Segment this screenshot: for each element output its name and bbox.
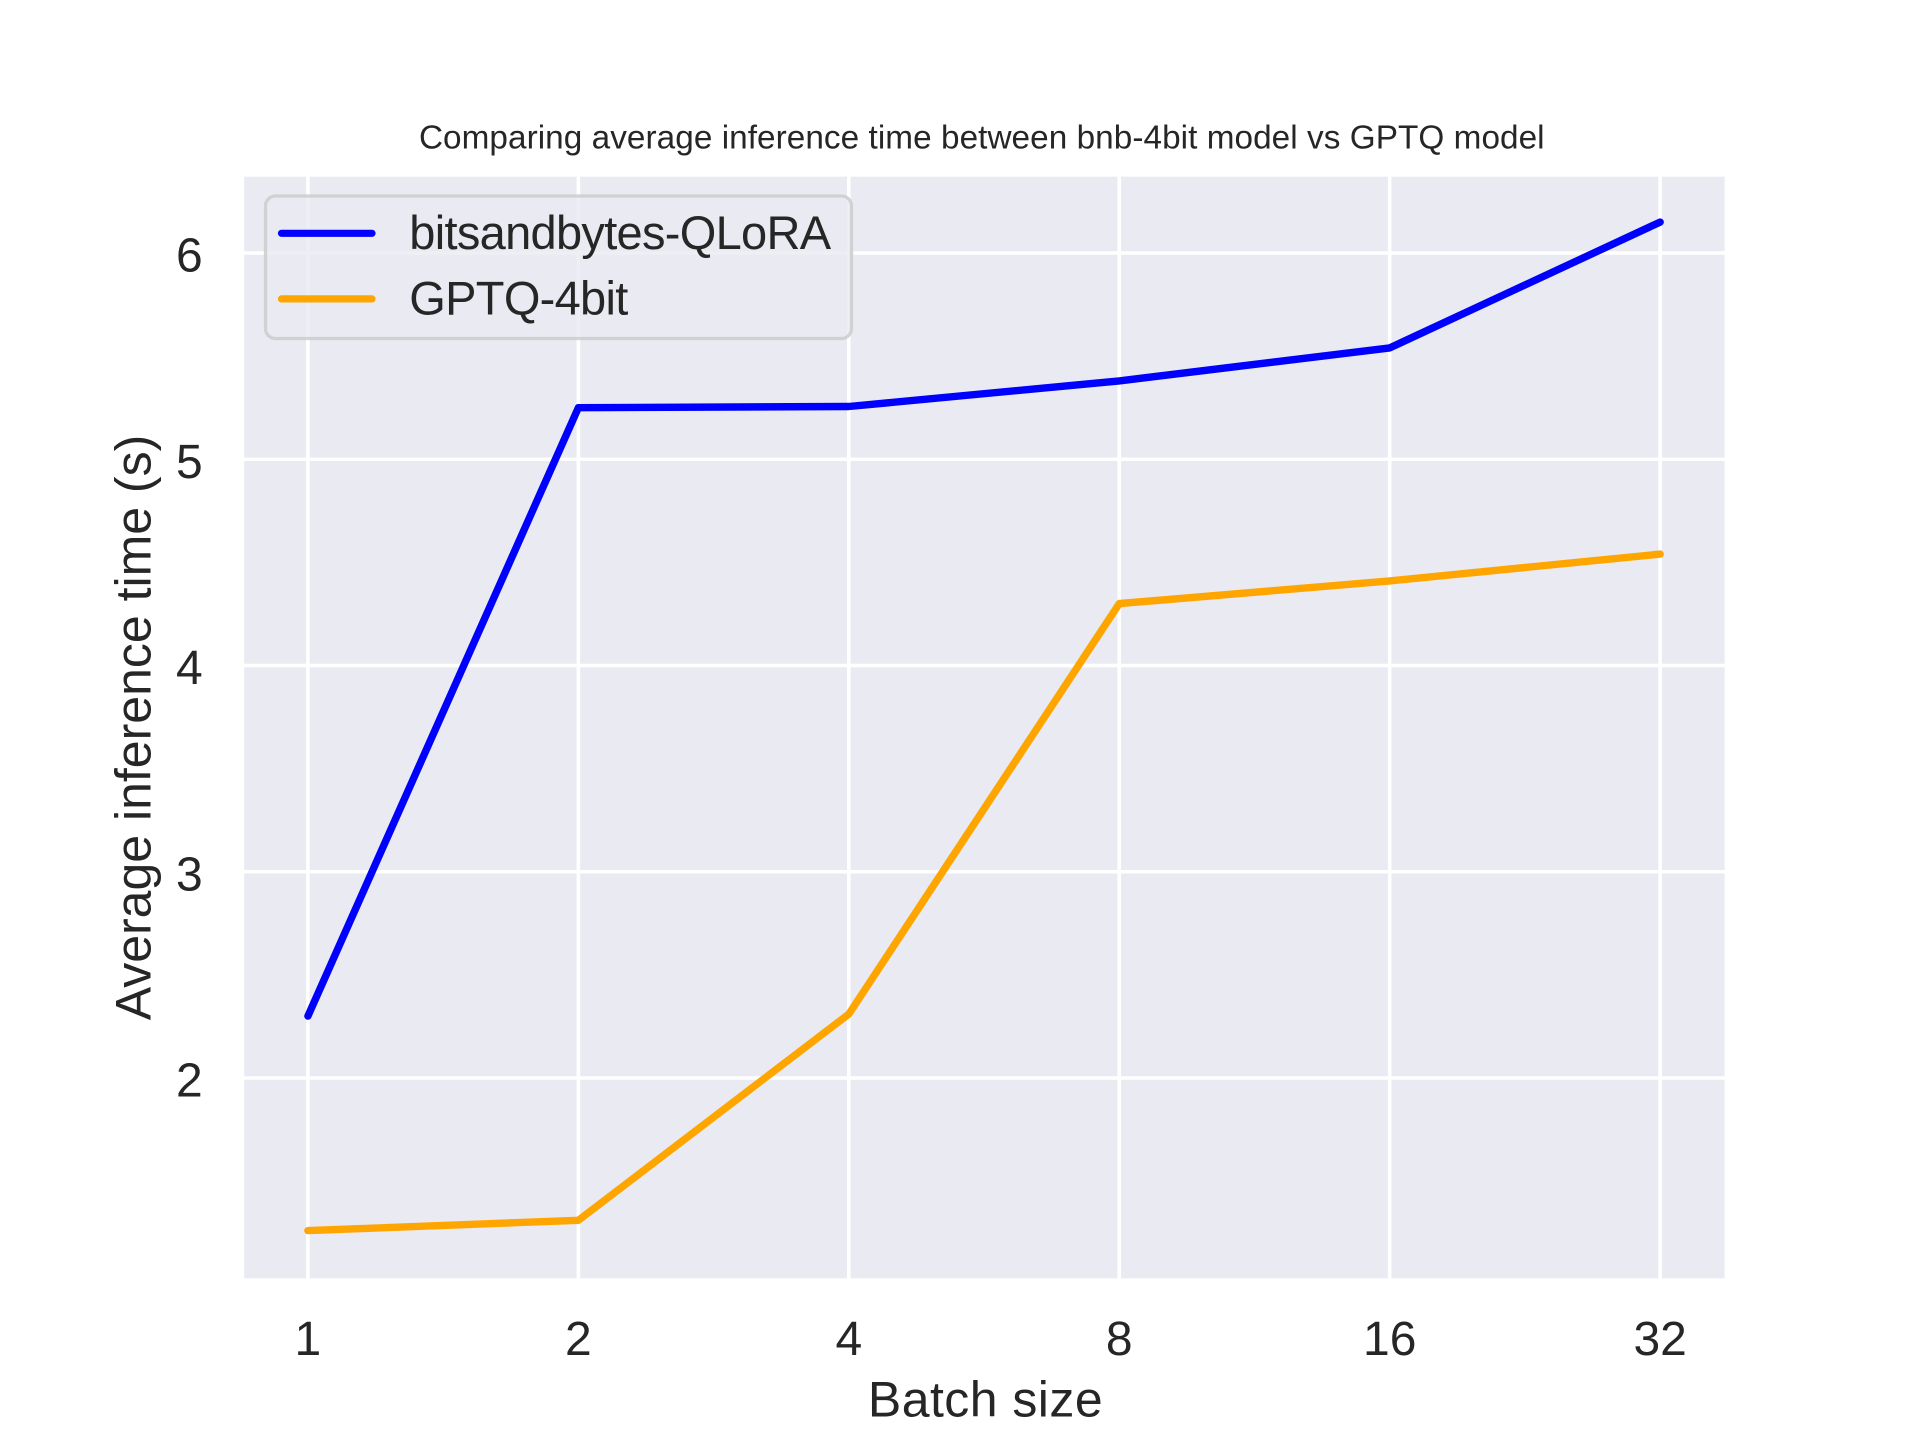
svg-text:1: 1 [295, 1313, 322, 1366]
svg-text:4: 4 [835, 1313, 862, 1366]
svg-text:Average inference time (s): Average inference time (s) [106, 435, 162, 1020]
svg-text:2: 2 [565, 1313, 592, 1366]
svg-text:bitsandbytes-QLoRA: bitsandbytes-QLoRA [409, 206, 831, 259]
svg-text:6: 6 [176, 230, 203, 283]
svg-text:16: 16 [1363, 1313, 1416, 1366]
svg-text:4: 4 [176, 642, 203, 695]
svg-text:GPTQ-4bit: GPTQ-4bit [409, 272, 628, 325]
svg-text:Comparing average inference ti: Comparing average inference time between… [419, 119, 1545, 156]
svg-text:3: 3 [176, 849, 203, 902]
svg-text:2: 2 [176, 1055, 203, 1108]
svg-text:Batch size: Batch size [868, 1372, 1103, 1428]
svg-text:8: 8 [1106, 1313, 1133, 1366]
svg-text:5: 5 [176, 436, 203, 489]
svg-text:32: 32 [1633, 1313, 1686, 1366]
